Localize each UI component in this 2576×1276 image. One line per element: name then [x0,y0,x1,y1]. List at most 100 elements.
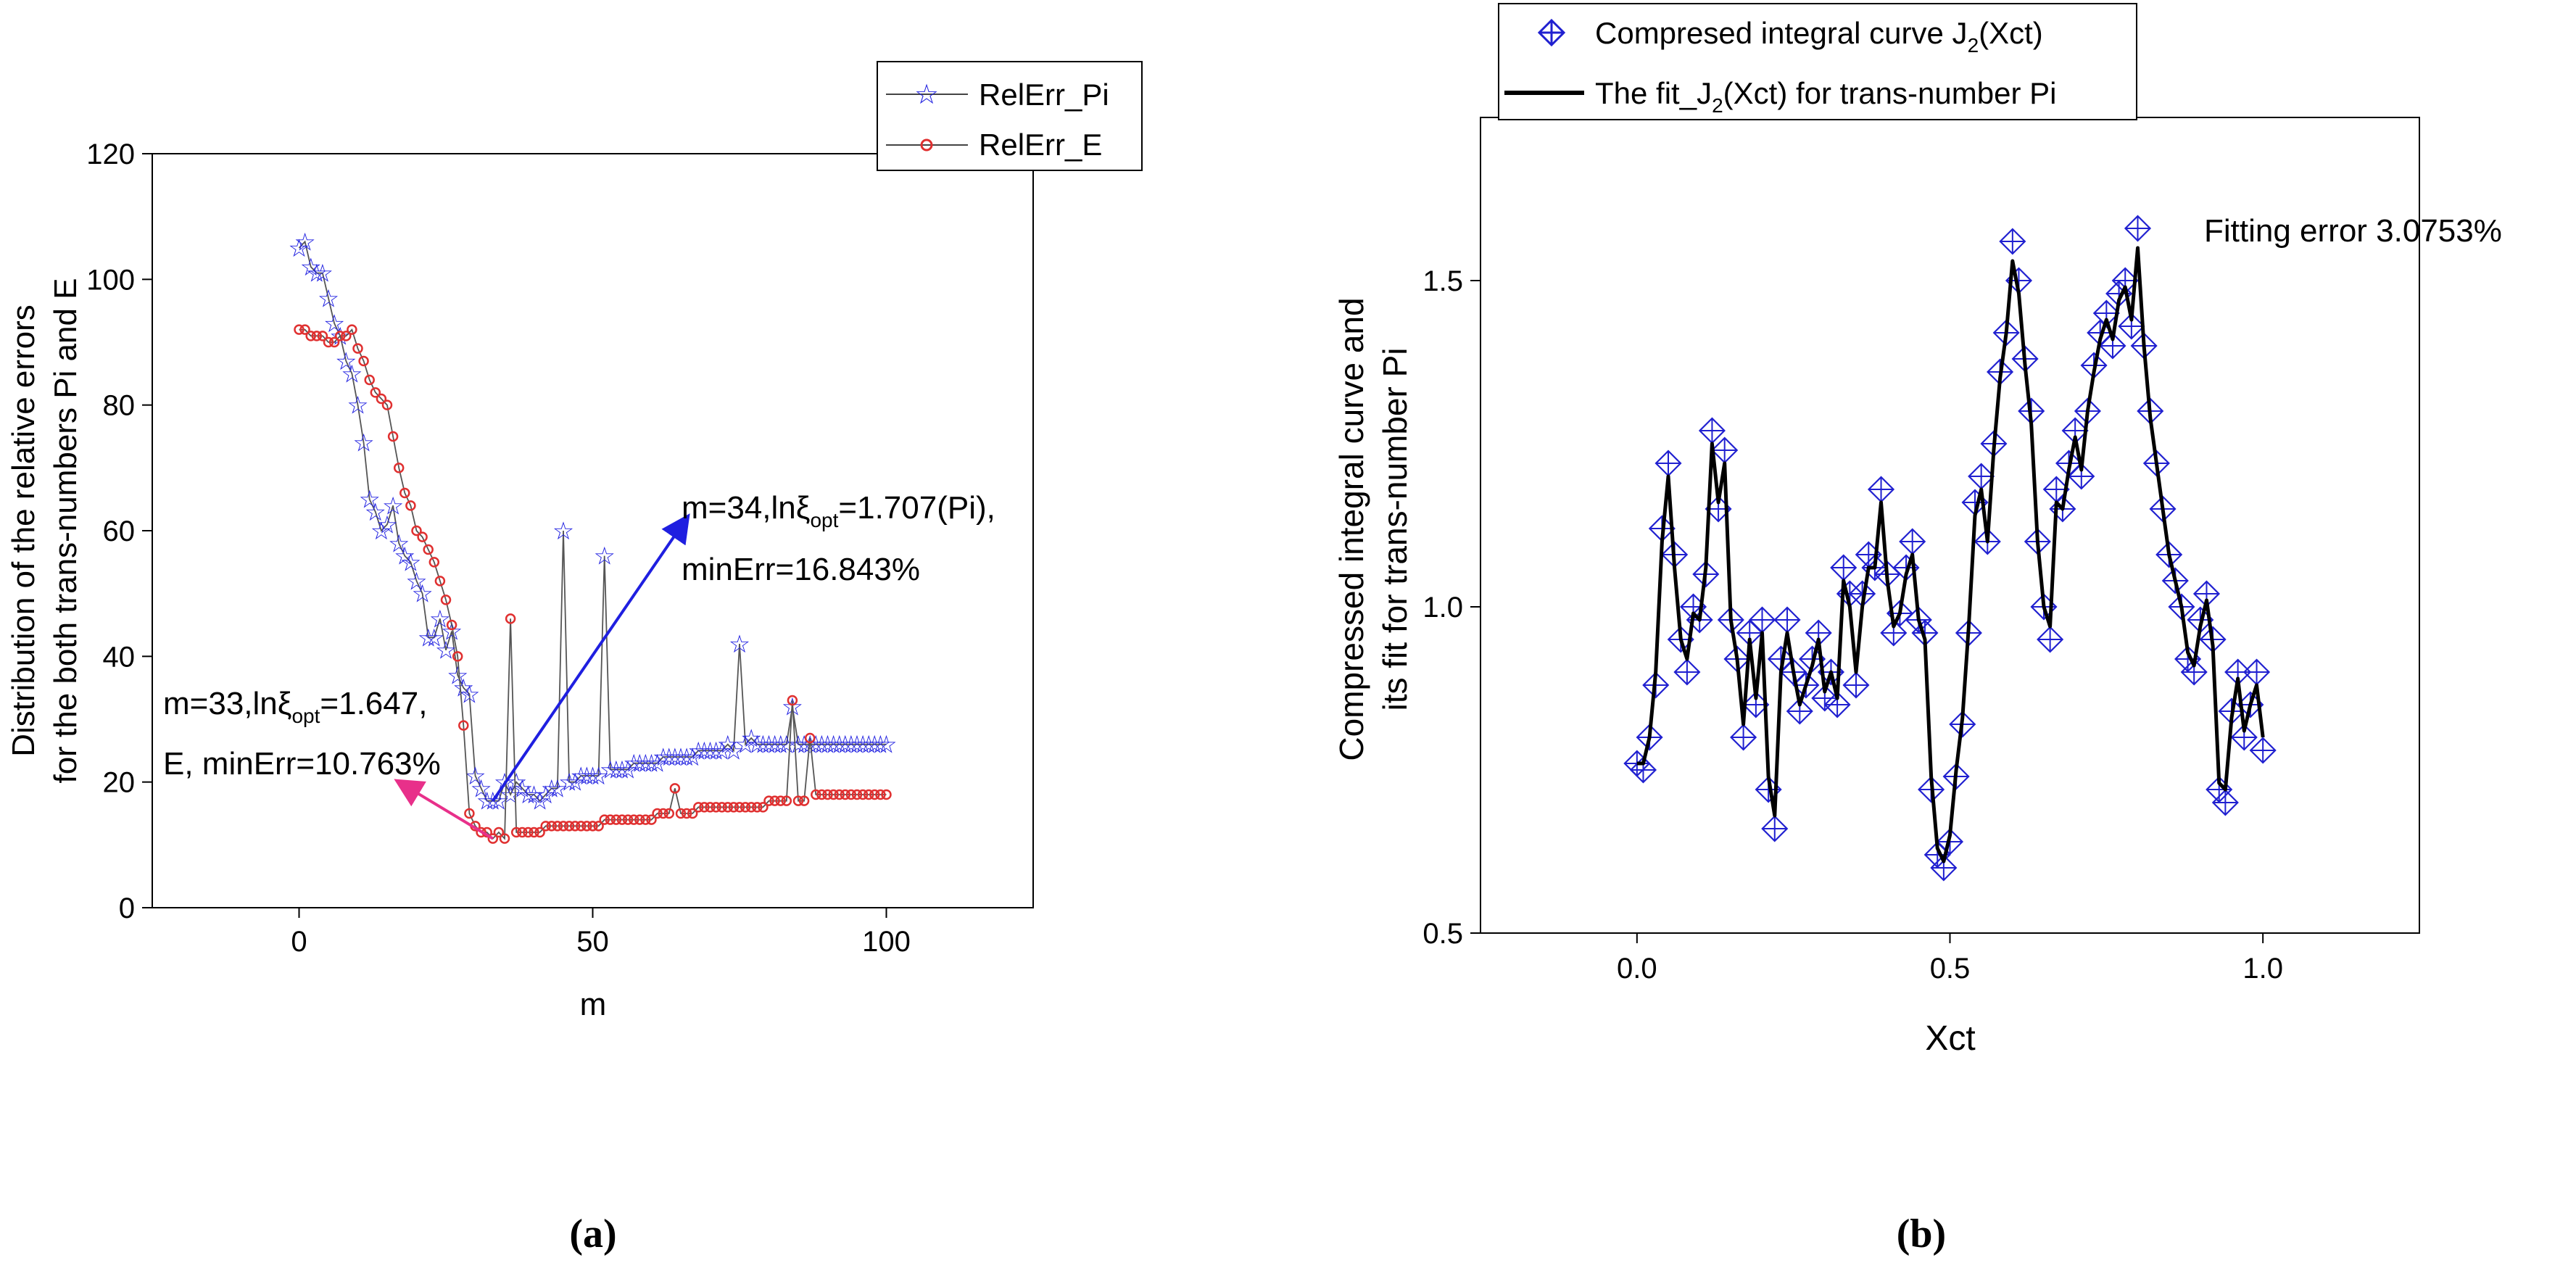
point-RelErr_E [851,789,863,800]
point-RelErr_E [745,802,757,813]
point-RelErr_E [828,789,839,800]
point-RelErr_E [440,594,452,605]
point-RelErr_E [652,808,663,819]
point-RelErr_E [610,814,622,825]
series-line-RelErr_E [299,328,887,840]
point-RelErr_Pi: ☆ [382,492,404,520]
point-compressed-curve [1673,658,1701,686]
point-RelErr_Pi: ☆ [447,662,468,689]
point-RelErr_E [434,576,446,587]
panel-caption-b: (b) [1897,1211,1946,1256]
point-RelErr_E [781,795,792,806]
chart-panel-b: 0.0 0.5 1.0 0.5 1.0 1.5 Xct Compressed integr… [1333,3,2502,1256]
chart-panel-a: ☆☆☆☆☆☆☆☆☆☆☆☆☆☆☆☆☆☆☆☆☆☆☆☆☆☆☆☆☆☆☆☆☆☆☆☆☆☆☆☆… [6,61,1143,1256]
point-RelErr_Pi: ☆ [299,254,321,281]
legend-marker-relerr-e [920,138,933,152]
point-RelErr_E [294,324,305,335]
point-RelErr_Pi: ☆ [828,732,850,759]
point-RelErr_Pi: ☆ [352,430,374,457]
point-RelErr_E [347,324,357,335]
point-RelErr_Pi: ☆ [429,605,451,633]
legend-b: Compresed integral curve J2(Xct) The fit… [1498,3,2137,120]
point-RelErr_E [505,613,516,624]
point-RelErr_Pi: ☆ [529,788,550,816]
point-RelErr_E [323,336,334,348]
point-RelErr_E [675,808,687,819]
point-RelErr_Pi: ☆ [617,756,639,784]
point-RelErr_E [299,324,310,335]
point-RelErr_E [763,795,774,806]
point-RelErr_E [863,789,874,800]
point-RelErr_Pi: ☆ [640,750,662,778]
point-RelErr_E [705,802,716,813]
point-RelErr_E [311,331,323,341]
point-RelErr_Pi: ☆ [358,486,380,514]
point-RelErr_E [352,343,363,354]
point-RelErr_Pi: ☆ [470,775,492,803]
point-RelErr_Pi: ☆ [711,737,732,765]
point-RelErr_Pi: ☆ [576,763,597,790]
point-RelErr_Pi: ☆ [729,631,750,658]
point-RelErr_Pi: ☆ [734,732,756,759]
point-RelErr_E [452,651,463,662]
point-RelErr_E [740,802,751,813]
point-RelErr_E [341,331,352,341]
point-RelErr_E [334,331,346,341]
point-RelErr_Pi: ☆ [417,624,439,652]
point-RelErr_E [599,814,610,825]
point-RelErr_E [399,487,410,499]
legend-marker-relerr-pi: ☆ [914,80,939,110]
series-line-fit [1636,246,2265,863]
point-RelErr_E [587,821,598,832]
point-RelErr_Pi: ☆ [652,744,674,771]
point-RelErr_E [775,795,786,806]
point-RelErr_Pi: ☆ [676,744,697,771]
point-RelErr_E [840,789,851,800]
y-tick-label-b: 0.5 [1422,918,1463,950]
point-RelErr_E [593,821,604,832]
point-RelErr_Pi: ☆ [846,732,868,759]
legend-label-compressed-curve: Compresed integral curve J2(Xct) [1595,16,2043,57]
point-RelErr_Pi: ☆ [822,732,844,759]
point-RelErr_Pi: ☆ [405,568,427,595]
point-RelErr_Pi: ☆ [875,732,897,759]
point-RelErr_E [446,619,457,631]
x-axis-label-b: Xct [1925,1019,1975,1058]
point-RelErr_E [616,814,628,825]
point-RelErr_E [693,802,704,813]
point-RelErr_E [798,795,810,806]
x-tick-label-a: 0 [291,926,307,958]
point-RelErr_E [393,463,405,473]
y-axis-label-b-line1: Compressed integral curve and [1333,297,1370,761]
panel-caption-a-text: (a) [569,1211,616,1256]
y-tick-label-a: 100 [86,264,135,296]
point-RelErr_Pi: ☆ [740,725,762,753]
point-compressed-curve [2249,737,2277,764]
point-RelErr_Pi: ☆ [335,348,357,376]
point-compressed-curve [1698,417,1726,444]
plot-frame-a [152,153,1034,908]
point-compressed-curve [1730,724,1757,751]
point-RelErr_E [576,821,587,832]
point-RelErr_Pi: ☆ [658,744,680,771]
point-compressed-curve [1748,606,1776,634]
point-RelErr_E [687,808,698,819]
point-RelErr_E [857,789,869,800]
point-RelErr_E [875,789,886,800]
point-RelErr_E [517,826,528,838]
point-RelErr_Pi: ☆ [769,732,791,759]
point-RelErr_E [787,695,798,706]
point-RelErr_Pi: ☆ [552,518,574,545]
point-RelErr_Pi: ☆ [399,549,421,576]
point-RelErr_Pi: ☆ [693,737,715,765]
point-RelErr_E [317,331,328,341]
point-RelErr_Pi: ☆ [834,732,856,759]
point-compressed-curve [2037,626,2064,653]
point-RelErr_E [634,814,645,825]
point-RelErr_Pi: ☆ [294,228,315,256]
point-RelErr_Pi: ☆ [423,624,445,652]
legend-marker-compressed-curve [1537,18,1566,47]
annotation-e-line2: E, minErr=10.763% [163,746,441,782]
point-RelErr_E [328,336,340,348]
